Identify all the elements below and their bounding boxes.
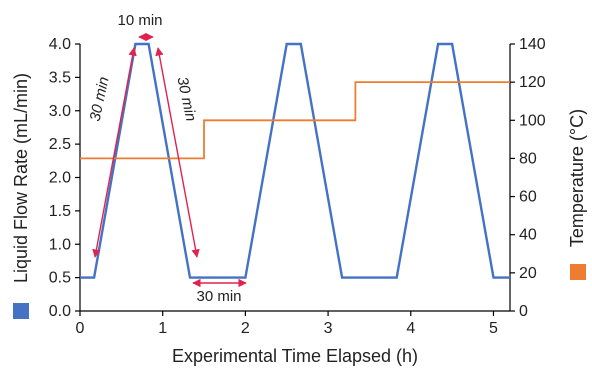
y-tick-label-left: 3.5: [49, 69, 71, 86]
x-tick-label: 2: [241, 320, 250, 337]
x-tick-label: 1: [158, 320, 167, 337]
y-tick-label-left: 4.0: [49, 36, 71, 53]
y-tick-label-left: 1.5: [49, 203, 71, 220]
annotation-label-30min-hold: 30 min: [196, 288, 241, 305]
y-tick-label-right: 20: [519, 265, 537, 282]
y-tick-label-right: 60: [519, 189, 537, 206]
y-axis-left-title: Liquid Flow Rate (mL/min): [11, 73, 31, 283]
annotation-label-30min-down: 30 min: [173, 75, 199, 123]
legend-swatch-temperature: [570, 264, 586, 280]
y-ticks-left: 0.0 0.5 1.0 1.5 2.0 2.5 3.0 3.5 4.0: [49, 36, 80, 320]
annotation-label-30min-up: 30 min: [87, 75, 113, 123]
y-tick-label-left: 2.5: [49, 136, 71, 153]
y-tick-label-right: 80: [519, 150, 537, 167]
annotation-arrow-30min-up: [92, 47, 137, 258]
annotation-label-10min: 10 min: [117, 12, 162, 29]
x-tick-label: 0: [76, 320, 85, 337]
y-tick-label-left: 2.0: [49, 170, 71, 187]
y-tick-label-left: 0.0: [49, 303, 71, 320]
annotation-arrow-30min-down: [155, 47, 200, 258]
temperature-series-line: [80, 81, 510, 160]
x-ticks: 0 1 2 3 4 5: [76, 311, 498, 337]
y-tick-label-left: 3.0: [49, 103, 71, 120]
y-axis-right-title: Temperature (°C): [567, 109, 587, 247]
legend-swatch-flow: [13, 303, 29, 319]
y-tick-label-right: 100: [519, 112, 546, 129]
x-axis-title: Experimental Time Elapsed (h): [172, 346, 418, 366]
flow-rate-series-line: [80, 42, 510, 279]
y-tick-label-left: 1.0: [49, 236, 71, 253]
x-tick-label: 5: [489, 320, 498, 337]
y-tick-label-right: 140: [519, 36, 546, 53]
x-tick-label: 3: [324, 320, 333, 337]
series-layer: [80, 42, 510, 279]
y-tick-label-left: 0.5: [49, 270, 71, 287]
y-tick-label-right: 0: [519, 303, 528, 320]
y-ticks-right: 0 20 40 60 80 100 120 140: [510, 36, 546, 320]
y-tick-label-right: 40: [519, 227, 537, 244]
x-tick-label: 4: [406, 320, 415, 337]
y-tick-label-right: 120: [519, 74, 546, 91]
